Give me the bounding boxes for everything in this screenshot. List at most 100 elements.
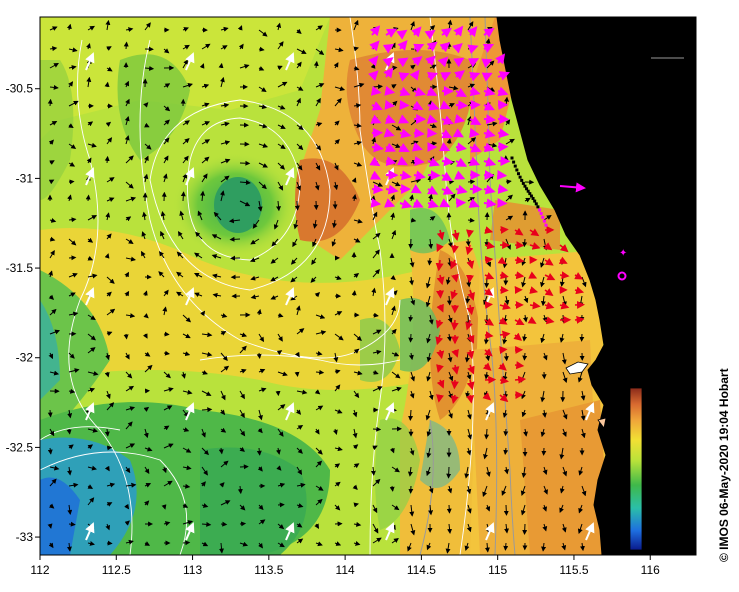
glider-position [525,187,529,191]
current-arrow [428,485,434,494]
hf-arrow [497,71,510,81]
current-arrow [257,200,263,212]
current-arrow [505,179,512,185]
current-arrow [125,155,134,164]
current-arrow [501,485,507,496]
shelf-arrow [484,226,494,234]
isobath-label-200: 200m [651,30,679,42]
current-arrow [220,409,226,416]
current-arrow [315,369,325,375]
shelf-arrow [484,318,495,326]
shelf-arrow [484,348,493,357]
current-arrow [352,484,358,491]
current-arrow [332,428,338,435]
current-arrow [258,123,268,129]
hf-arrow [371,142,384,153]
current-arrow [163,350,170,356]
current-arrow [542,409,547,418]
current-arrow [163,289,169,297]
mooring-arrow [185,522,195,541]
current-arrow [182,314,192,323]
current-arrow [270,276,279,282]
hf-arrow [385,156,397,167]
current-arrow [220,365,230,373]
current-arrow [201,541,209,547]
hf-arrow [382,43,394,54]
current-arrow [353,237,361,243]
hf-arrow [439,100,451,110]
current-arrow [143,333,148,339]
current-arrow [163,405,173,411]
hf-arrow [440,72,452,82]
current-arrow [353,161,363,167]
current-arrow [466,409,472,420]
current-arrow [182,333,191,339]
current-arrow [540,276,545,288]
shelf-arrow [543,242,553,251]
current-arrow [104,428,110,437]
current-arrow [426,333,432,344]
current-arrow [467,217,475,223]
current-arrow [48,503,55,509]
current-arrow [106,197,115,202]
shelf-arrow [499,302,511,310]
mooring-arrow [585,402,595,421]
shelf-arrow [499,330,511,339]
current-arrow [87,541,95,546]
current-arrow [159,250,165,259]
current-arrow [143,102,149,108]
current-arrow [428,390,434,401]
rottnest-island [565,361,589,375]
current-arrow [372,84,383,90]
shelf-arrow [514,317,525,326]
current-arrow [201,351,213,357]
shelf-arrow [450,319,459,331]
mooring-arrow [485,522,495,541]
mooring-current-arrows [85,52,595,541]
current-arrow [408,352,414,361]
mooring-arrow [485,402,495,421]
current-arrow [144,155,149,164]
current-arrow [124,115,130,126]
current-arrow [353,272,360,279]
current-arrow [391,386,402,392]
glider-position [541,215,545,219]
current-arrow [391,504,400,511]
hf-arrow [399,86,411,97]
current-arrow [447,352,453,363]
current-arrow [228,218,241,224]
current-arrow [125,216,132,222]
hf-arrow [413,43,425,53]
current-arrow [220,26,229,32]
current-arrow [125,539,134,545]
current-arrow [141,211,147,221]
shelf-arrow [482,392,492,401]
current-arrow [85,194,91,202]
current-arrow [141,250,146,259]
hf-arrow [412,100,424,110]
current-arrow [48,270,53,278]
current-arrow [352,409,358,418]
x-tick-label: 113 [183,563,202,577]
current-arrow [68,482,79,488]
current-arrow [372,329,382,335]
current-arrow [87,427,98,433]
current-arrow [219,542,225,554]
current-arrow [334,541,342,546]
current-arrow [277,371,288,377]
current-arrow [314,428,320,435]
hf-arrow [455,157,468,167]
hf-arrow [425,55,436,66]
hf-arrow [424,29,436,40]
legend-ship-label: Ship [634,295,660,309]
current-arrow [258,504,264,511]
x-tick-label: 115 [488,563,507,577]
current-arrow [391,538,399,544]
current-arrow [47,523,53,529]
current-arrow [427,257,433,266]
shelf-arrow [544,288,554,297]
shelf-arrow [574,272,584,280]
shelf-arrow [466,304,475,316]
shelf-arrow [484,301,493,309]
current-arrow [408,333,414,343]
